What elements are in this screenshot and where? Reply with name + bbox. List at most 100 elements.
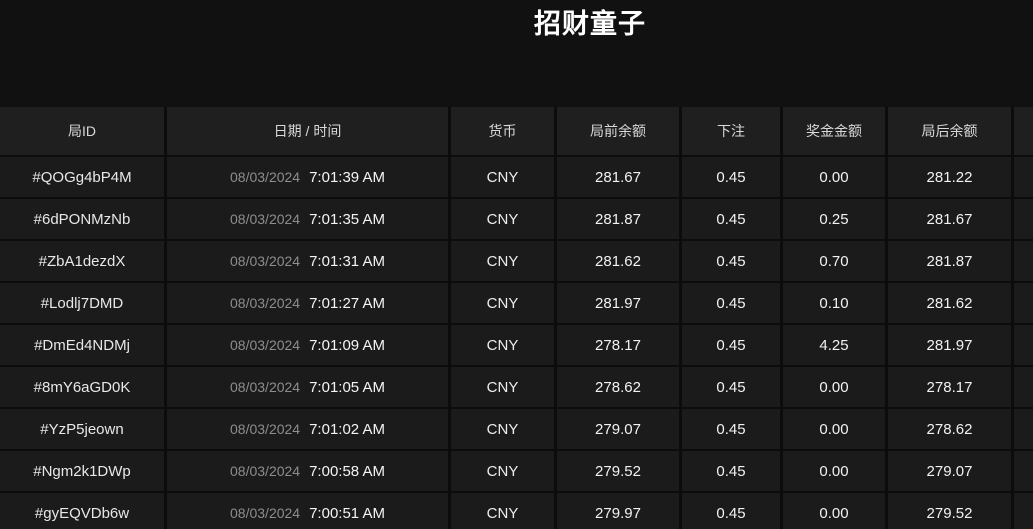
cell-game-id: #YzP5jeown [0, 409, 164, 449]
time-text: 7:01:31 AM [309, 252, 385, 270]
cell-extra [1014, 409, 1033, 449]
cell-balance-before: 281.97 [557, 283, 679, 323]
cell-extra [1014, 157, 1033, 197]
date-text: 08/03/2024 [230, 253, 301, 269]
cell-game-id: #6dPONMzNb [0, 199, 164, 239]
cell-currency: CNY [451, 409, 554, 449]
time-text: 7:01:05 AM [309, 378, 385, 396]
date-text: 08/03/2024 [230, 463, 301, 479]
cell-balance-before: 278.17 [557, 325, 679, 365]
header-cell-date-time: 日期 / 时间 [167, 107, 448, 155]
cell-prize: 0.00 [783, 493, 885, 529]
cell-balance-after: 278.62 [888, 409, 1011, 449]
cell-balance-before: 281.67 [557, 157, 679, 197]
date-text: 08/03/2024 [230, 337, 301, 353]
cell-balance-after: 278.17 [888, 367, 1011, 407]
cell-prize: 0.00 [783, 157, 885, 197]
cell-game-id: #8mY6aGD0K [0, 367, 164, 407]
cell-date-time: 08/03/2024 7:01:05 AM [167, 367, 448, 407]
title-bar: 招财童子 [0, 0, 1033, 107]
cell-balance-before: 278.62 [557, 367, 679, 407]
cell-date-time: 08/03/2024 7:01:09 AM [167, 325, 448, 365]
cell-extra [1014, 199, 1033, 239]
cell-currency: CNY [451, 325, 554, 365]
time-text: 7:01:35 AM [309, 210, 385, 228]
date-text: 08/03/2024 [230, 421, 301, 437]
cell-currency: CNY [451, 451, 554, 491]
cell-bet: 0.45 [682, 199, 780, 239]
cell-extra [1014, 493, 1033, 529]
cell-bet: 0.45 [682, 451, 780, 491]
date-text: 08/03/2024 [230, 379, 301, 395]
cell-game-id: #DmEd4NDMj [0, 325, 164, 365]
cell-date-time: 08/03/2024 7:01:35 AM [167, 199, 448, 239]
time-text: 7:01:39 AM [309, 168, 385, 186]
cell-date-time: 08/03/2024 7:01:39 AM [167, 157, 448, 197]
cell-balance-after: 279.07 [888, 451, 1011, 491]
date-text: 08/03/2024 [230, 295, 301, 311]
time-text: 7:00:58 AM [309, 462, 385, 480]
cell-balance-after: 279.52 [888, 493, 1011, 529]
header-cell-balance-before: 局前余额 [557, 107, 679, 155]
cell-currency: CNY [451, 493, 554, 529]
cell-bet: 0.45 [682, 493, 780, 529]
cell-balance-after: 281.97 [888, 325, 1011, 365]
header-cell-balance-after: 局后余额 [888, 107, 1011, 155]
header-cell-extra [1014, 107, 1033, 155]
cell-date-time: 08/03/2024 7:01:27 AM [167, 283, 448, 323]
date-text: 08/03/2024 [230, 505, 301, 521]
cell-balance-after: 281.67 [888, 199, 1011, 239]
header-cell-currency: 货币 [451, 107, 554, 155]
cell-prize: 0.25 [783, 199, 885, 239]
cell-date-time: 08/03/2024 7:00:58 AM [167, 451, 448, 491]
cell-extra [1014, 325, 1033, 365]
cell-game-id: #QOGg4bP4M [0, 157, 164, 197]
cell-date-time: 08/03/2024 7:00:51 AM [167, 493, 448, 529]
time-text: 7:01:09 AM [309, 336, 385, 354]
cell-bet: 0.45 [682, 325, 780, 365]
cell-date-time: 08/03/2024 7:01:02 AM [167, 409, 448, 449]
cell-balance-after: 281.87 [888, 241, 1011, 281]
cell-currency: CNY [451, 283, 554, 323]
cell-game-id: #ZbA1dezdX [0, 241, 164, 281]
cell-game-id: #Ngm2k1DWp [0, 451, 164, 491]
cell-prize: 0.00 [783, 367, 885, 407]
cell-extra [1014, 241, 1033, 281]
time-text: 7:00:51 AM [309, 504, 385, 522]
cell-game-id: #Lodlj7DMD [0, 283, 164, 323]
cell-prize: 0.70 [783, 241, 885, 281]
cell-game-id: #gyEQVDb6w [0, 493, 164, 529]
cell-prize: 0.00 [783, 451, 885, 491]
cell-currency: CNY [451, 241, 554, 281]
bet-history-table[interactable]: 局ID 日期 / 时间 货币 局前余额 下注 奖金金额 局后余额 #QOGg4b… [0, 107, 1033, 529]
cell-prize: 0.10 [783, 283, 885, 323]
cell-extra [1014, 283, 1033, 323]
cell-currency: CNY [451, 199, 554, 239]
cell-bet: 0.45 [682, 283, 780, 323]
time-text: 7:01:27 AM [309, 294, 385, 312]
cell-balance-after: 281.62 [888, 283, 1011, 323]
header-cell-bet: 下注 [682, 107, 780, 155]
cell-bet: 0.45 [682, 241, 780, 281]
cell-prize: 4.25 [783, 325, 885, 365]
cell-date-time: 08/03/2024 7:01:31 AM [167, 241, 448, 281]
time-text: 7:01:02 AM [309, 420, 385, 438]
cell-balance-before: 279.52 [557, 451, 679, 491]
date-text: 08/03/2024 [230, 169, 301, 185]
cell-bet: 0.45 [682, 409, 780, 449]
cell-prize: 0.00 [783, 409, 885, 449]
cell-balance-before: 281.62 [557, 241, 679, 281]
cell-bet: 0.45 [682, 367, 780, 407]
cell-bet: 0.45 [682, 157, 780, 197]
date-text: 08/03/2024 [230, 211, 301, 227]
header-cell-prize: 奖金金额 [783, 107, 885, 155]
cell-currency: CNY [451, 157, 554, 197]
cell-balance-before: 281.87 [557, 199, 679, 239]
cell-extra [1014, 367, 1033, 407]
cell-currency: CNY [451, 367, 554, 407]
page-title: 招财童子 [534, 9, 646, 39]
cell-balance-before: 279.07 [557, 409, 679, 449]
cell-extra [1014, 451, 1033, 491]
